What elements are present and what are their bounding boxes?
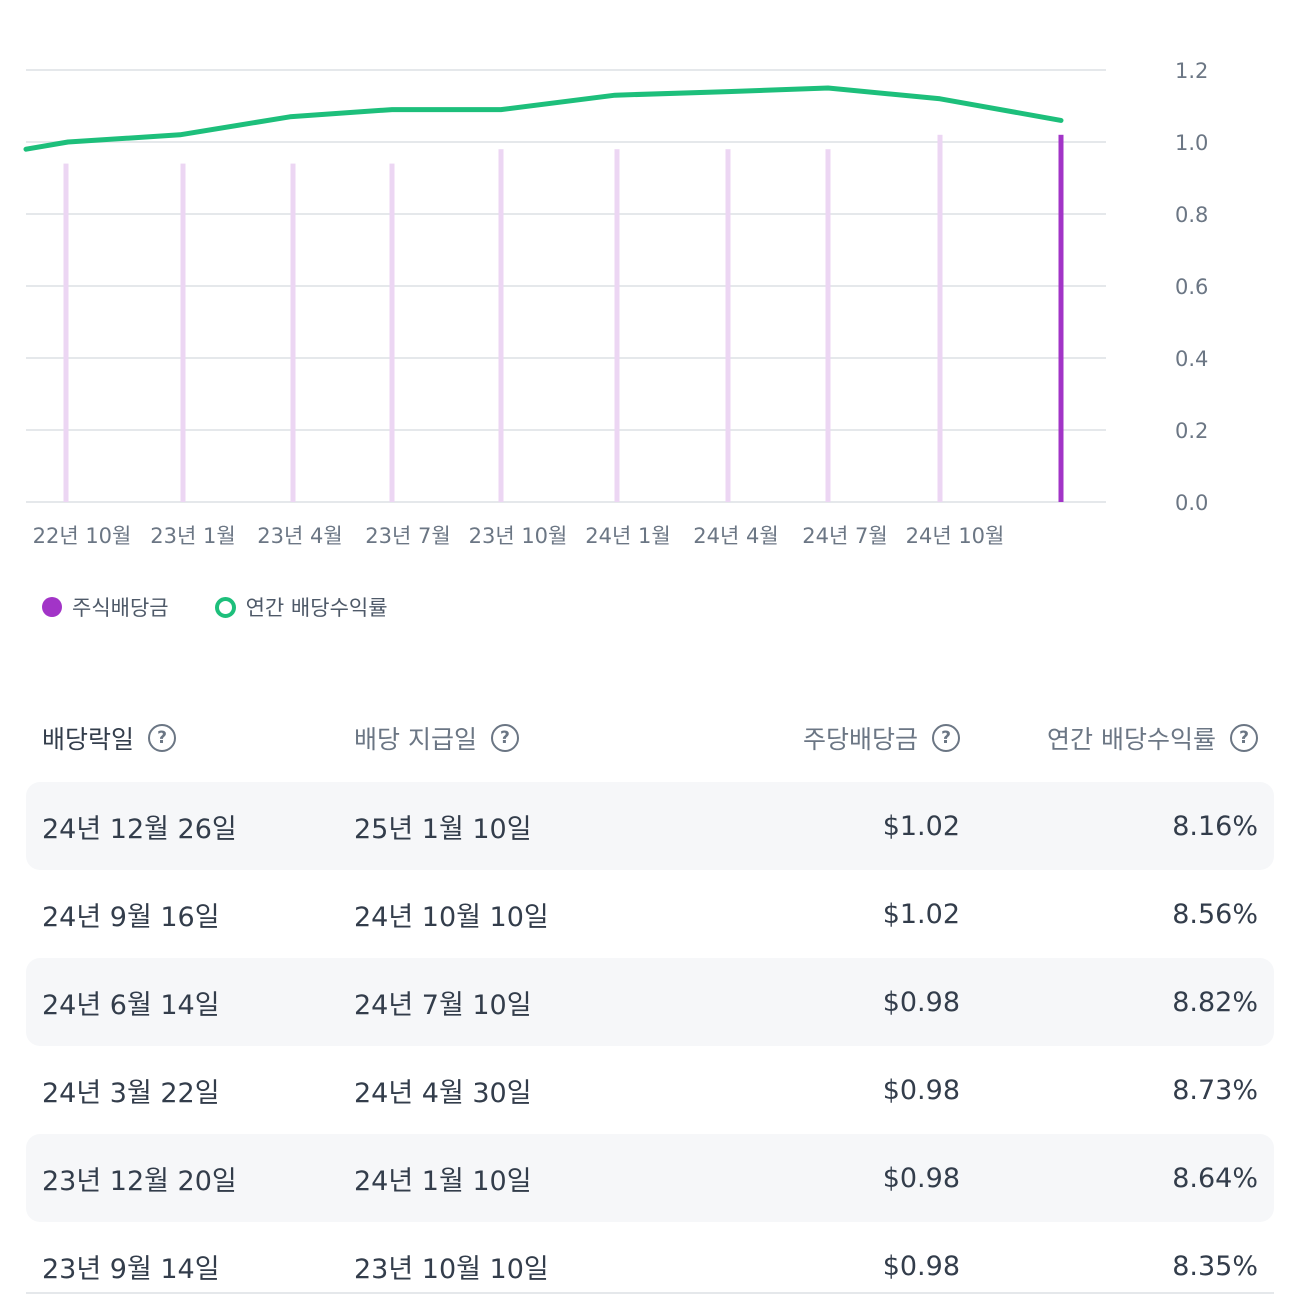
dps-cell: $0.98 (882, 1250, 960, 1282)
help-icon[interactable]: ? (1230, 724, 1258, 752)
pay-date-cell: 24년 10월 10일 (354, 901, 549, 933)
dividend-bar (180, 163, 186, 502)
table-row: 24년 12월 26일 25년 1월 10일 $1.02 8.16% (26, 782, 1274, 870)
y-tick-label: 0.0 (1175, 491, 1208, 515)
ex-date-cell: 24년 9월 16일 (42, 901, 220, 933)
legend-dividend-label: 주식배당금 (72, 596, 169, 620)
dividend-bar (937, 134, 943, 503)
dividend-bar (725, 149, 731, 502)
table-header: 배당락일 ? 배당 지급일 ? 주당배당금 ? 연간 배당수익률 ? (26, 694, 1274, 782)
header-ex-date: 배당락일 ? (26, 720, 338, 756)
dividend-chart: 1.2 1.0 0.8 0.6 0.4 0.2 0.0 22년 10월 23년 1월 23년 4월… (23, 59, 1208, 548)
header-dps: 주당배당금 ? (650, 720, 962, 756)
x-tick-label: 24년 7월 (802, 524, 887, 548)
legend-yield-ring-icon (214, 596, 236, 618)
legend-yield-label: 연간 배당수익률 (245, 596, 388, 620)
y-tick-label: 0.4 (1175, 347, 1208, 371)
dps-cell: $0.98 (882, 1074, 960, 1106)
table-row: 23년 12월 20일 24년 1월 10일 $0.98 8.64% (26, 1134, 1274, 1222)
y-tick-label: 0.8 (1175, 203, 1208, 227)
header-pay-date-label: 배당 지급일 (354, 725, 477, 754)
dividend-bar (825, 149, 831, 502)
x-tick-label: 24년 1월 (585, 524, 670, 548)
y-tick-label: 1.0 (1175, 131, 1208, 155)
header-pay-date: 배당 지급일 ? (338, 720, 650, 756)
y-tick-label: 0.6 (1175, 275, 1208, 299)
table-bottom-divider (26, 1292, 1274, 1294)
legend-item-yield[interactable]: 연간 배당수익률 (214, 592, 388, 622)
dps-cell: $0.98 (882, 1162, 960, 1194)
ex-date-cell: 23년 9월 14일 (42, 1253, 220, 1285)
dividend-bar (614, 149, 620, 502)
x-tick-label: 23년 7월 (365, 524, 450, 548)
yield-cell: 8.35% (1172, 1250, 1258, 1282)
yield-cell: 8.16% (1172, 810, 1258, 842)
y-tick-label: 1.2 (1175, 59, 1208, 83)
ex-date-cell: 23년 12월 20일 (42, 1165, 237, 1197)
table-row: 24년 9월 16일 24년 10월 10일 $1.02 8.56% (26, 870, 1274, 958)
table-row: 23년 9월 14일 23년 10월 10일 $0.98 8.35% (26, 1222, 1274, 1310)
dps-cell: $0.98 (882, 986, 960, 1018)
x-tick-label: 22년 10월 (33, 524, 132, 548)
legend-item-dividend[interactable]: 주식배당금 (42, 592, 169, 622)
yield-line (23, 85, 1064, 152)
pay-date-cell: 24년 7월 10일 (354, 989, 532, 1021)
header-yield: 연간 배당수익률 ? (962, 720, 1274, 756)
dps-cell: $1.02 (882, 810, 960, 842)
x-tick-label: 23년 4월 (257, 524, 342, 548)
dividend-history-table: 배당락일 ? 배당 지급일 ? 주당배당금 ? 연간 배당수익률 ? 24년 1… (26, 694, 1274, 1310)
chart-legend: 주식배당금 연간 배당수익률 (42, 592, 388, 622)
x-tick-label: 24년 4월 (693, 524, 778, 548)
dividend-bar (290, 163, 296, 502)
help-icon[interactable]: ? (490, 724, 519, 752)
x-tick-label: 24년 10월 (906, 524, 1005, 548)
header-ex-date-label: 배당락일 (42, 725, 135, 754)
legend-dividend-dot-icon (42, 597, 62, 617)
yield-cell: 8.56% (1172, 898, 1258, 930)
dps-cell: $1.02 (882, 898, 960, 930)
y-tick-label: 0.2 (1175, 419, 1208, 443)
table-row: 24년 3월 22일 24년 4월 30일 $0.98 8.73% (26, 1046, 1274, 1134)
pay-date-cell: 25년 1월 10일 (354, 813, 532, 845)
ex-date-cell: 24년 12월 26일 (42, 813, 237, 845)
help-icon[interactable]: ? (932, 724, 960, 752)
ex-date-cell: 24년 3월 22일 (42, 1077, 220, 1109)
dividend-bar (1058, 134, 1064, 503)
yield-cell: 8.73% (1172, 1074, 1258, 1106)
x-tick-label: 23년 1월 (150, 524, 235, 548)
table-row: 24년 6월 14일 24년 7월 10일 $0.98 8.82% (26, 958, 1274, 1046)
header-dps-label: 주당배당금 (802, 725, 918, 754)
help-icon[interactable]: ? (148, 724, 177, 752)
header-yield-label: 연간 배당수익률 (1047, 725, 1216, 754)
ex-date-cell: 24년 6월 14일 (42, 989, 220, 1021)
dividend-bar (389, 163, 395, 502)
x-tick-label: 23년 10월 (469, 524, 568, 548)
pay-date-cell: 24년 4월 30일 (354, 1077, 532, 1109)
dividend-bar (498, 149, 504, 502)
dividend-bar (63, 163, 69, 502)
pay-date-cell: 23년 10월 10일 (354, 1253, 549, 1285)
yield-cell: 8.82% (1172, 986, 1258, 1018)
yield-cell: 8.64% (1172, 1162, 1258, 1194)
pay-date-cell: 24년 1월 10일 (354, 1165, 532, 1197)
